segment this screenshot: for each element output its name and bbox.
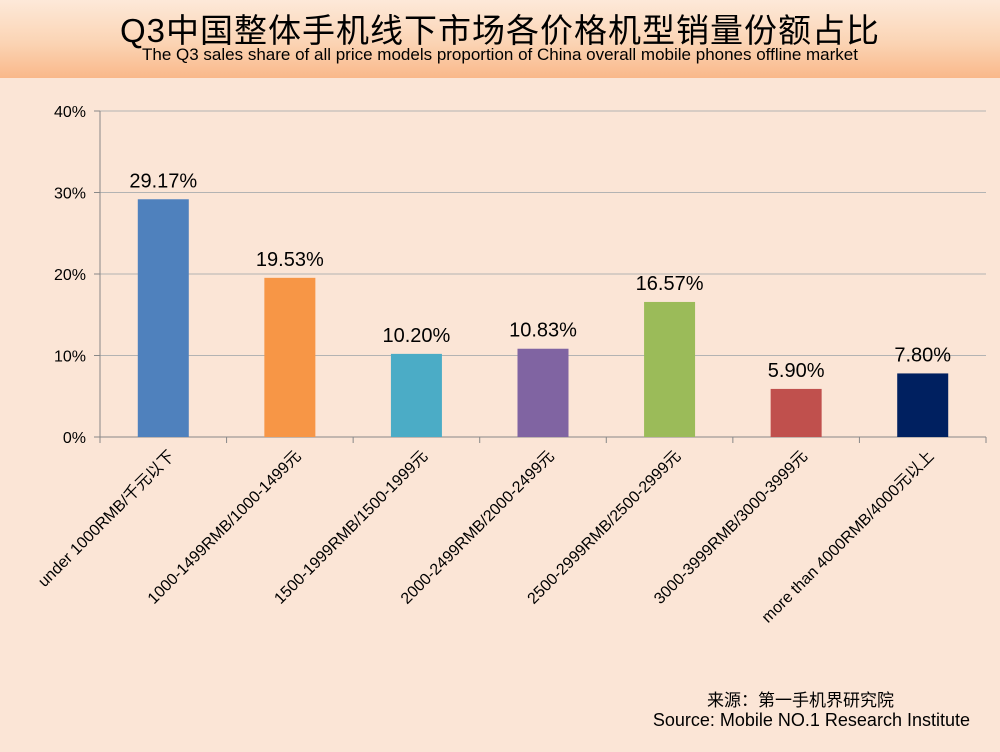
title-banner: Q3中国整体手机线下市场各价格机型销量份额占比 The Q3 sales sha… [0, 0, 1000, 78]
bar [644, 301, 696, 437]
data-label: 16.57% [636, 273, 704, 295]
category-label: 2000-2499RMB/2000-2499元 [398, 448, 558, 608]
bar [517, 348, 569, 437]
data-label: 29.17% [129, 170, 197, 192]
y-tick-label: 10% [54, 349, 86, 366]
category-label: 3000-3999RMB/3000-3999元 [651, 448, 811, 608]
category-label: under 1000RMB/千元以下 [35, 447, 179, 591]
category-label: 1000-1499RMB/1000-1499元 [145, 448, 305, 608]
bar [897, 373, 949, 437]
data-label: 10.83% [509, 320, 577, 342]
bar [137, 199, 189, 437]
bar [264, 277, 316, 437]
category-label: 1500-1999RMB/1500-1999元 [271, 448, 431, 608]
category-label: 2500-2999RMB/2500-2999元 [525, 448, 685, 608]
source-cn: 来源：第一手机界研究院 [707, 691, 894, 710]
y-tick-label: 0% [63, 430, 86, 447]
data-label: 10.20% [383, 325, 451, 347]
y-tick-label: 30% [54, 186, 86, 203]
chart-title: Q3中国整体手机线下市场各价格机型销量份额占比 [119, 12, 881, 49]
bar [390, 353, 442, 437]
y-tick-label: 40% [54, 104, 86, 121]
chart-subtitle: The Q3 sales share of all price models p… [142, 45, 858, 64]
source-en: Source: Mobile NO.1 Research Institute [652, 710, 970, 730]
data-label: 5.90% [768, 360, 825, 382]
data-label: 7.80% [894, 344, 951, 366]
data-label: 19.53% [256, 249, 324, 271]
bar [770, 388, 822, 437]
y-tick-label: 20% [54, 267, 86, 284]
